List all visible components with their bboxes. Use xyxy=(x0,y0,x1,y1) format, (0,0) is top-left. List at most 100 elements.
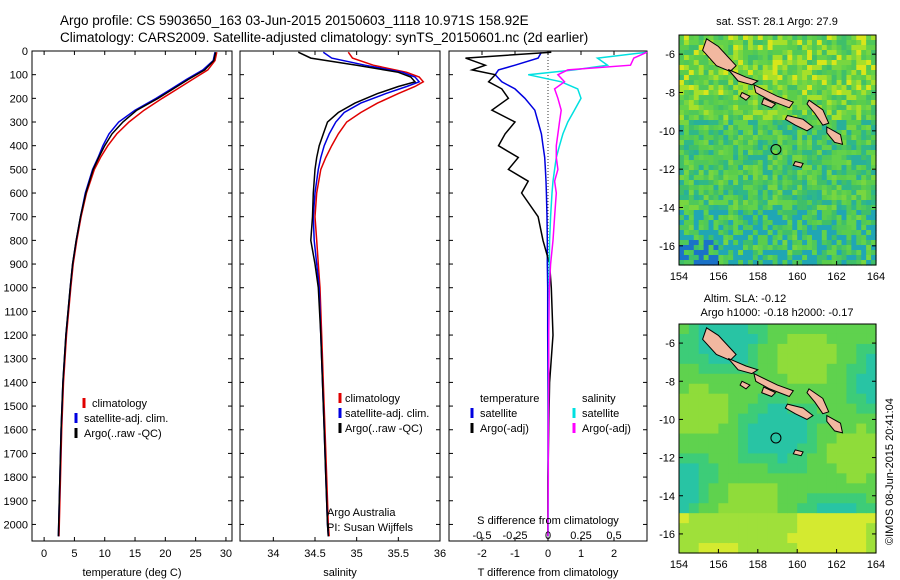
depth-tick-label: 2000 xyxy=(4,519,28,531)
heatmap-cell xyxy=(718,185,724,191)
heatmap-cell xyxy=(698,35,705,41)
heatmap-cell xyxy=(747,40,754,46)
lat-tick-label: -6 xyxy=(665,49,675,61)
heatmap-cell xyxy=(733,205,739,211)
heatmap-cell xyxy=(698,125,705,131)
heatmap-cell xyxy=(866,220,872,226)
heatmap-cell xyxy=(807,190,813,196)
heatmap-cell xyxy=(866,200,872,206)
heatmap-cell xyxy=(841,245,848,251)
heatmap-cell xyxy=(811,155,818,161)
heatmap-cell xyxy=(851,105,857,111)
heatmap-cell xyxy=(688,170,695,176)
heatmap-cell xyxy=(757,343,769,355)
heatmap-cell xyxy=(752,175,759,181)
heatmap-cell xyxy=(797,100,803,106)
heatmap-cell xyxy=(797,363,808,375)
heatmap-cell xyxy=(679,55,685,61)
heatmap-cell xyxy=(688,130,695,136)
heatmap-cell xyxy=(728,453,739,464)
temperature-panel: 0100200300400500600700800900100011001200… xyxy=(4,46,647,579)
heatmap-cell xyxy=(787,125,793,131)
legend-temperature-title: temperature xyxy=(480,393,539,405)
heatmap-cell xyxy=(811,185,818,191)
heatmap-cell xyxy=(688,523,700,534)
heatmap-cell xyxy=(728,483,739,494)
heatmap-cell xyxy=(688,75,695,81)
heatmap-cell xyxy=(841,115,848,121)
heatmap-cell xyxy=(826,343,838,355)
heatmap-cell xyxy=(767,55,774,61)
heatmap-cell xyxy=(841,100,848,106)
heatmap-cell xyxy=(708,215,715,221)
heatmap-cell xyxy=(679,80,685,86)
heatmap-cell xyxy=(821,50,828,56)
heatmap-cell xyxy=(797,483,808,494)
heatmap-cell xyxy=(728,45,734,51)
heatmap-cell xyxy=(747,185,754,191)
heatmap-cell xyxy=(826,533,838,544)
heatmap-cell xyxy=(738,250,744,256)
heatmap-cell xyxy=(718,473,729,484)
heatmap-cell xyxy=(826,503,838,514)
heatmap-cell xyxy=(826,230,833,236)
heatmap-cell xyxy=(846,35,852,41)
heatmap-cell xyxy=(772,85,779,91)
heatmap-cell xyxy=(797,185,803,191)
heatmap-cell xyxy=(841,75,848,81)
heatmap-cell xyxy=(816,513,828,524)
heatmap-cell xyxy=(836,543,848,554)
depth-tick-labels: 0100200300400500600700800900100011001200… xyxy=(4,46,647,531)
heatmap-cell xyxy=(733,210,739,216)
heatmap-cell xyxy=(738,80,744,86)
heatmap-cell xyxy=(782,180,788,186)
heatmap-cell xyxy=(802,170,808,176)
heatmap-cell xyxy=(831,170,838,176)
heatmap-cell xyxy=(747,260,754,266)
heatmap-cell xyxy=(718,205,724,211)
heatmap-cell xyxy=(821,255,828,261)
heatmap-cell xyxy=(767,453,779,464)
heatmap-cell xyxy=(738,190,744,196)
heatmap-cell xyxy=(782,175,788,181)
s-tick-label: 0 xyxy=(545,530,551,542)
heatmap-cell xyxy=(772,160,779,166)
heatmap-cell xyxy=(679,250,685,256)
heatmap-cell xyxy=(846,90,852,96)
heatmap-cell xyxy=(747,235,754,241)
heatmap-cell xyxy=(703,235,710,241)
heatmap-cell xyxy=(851,115,857,121)
heatmap-cell xyxy=(738,373,749,385)
heatmap-cell xyxy=(871,235,877,241)
heatmap-cell xyxy=(718,245,724,251)
heatmap-cell xyxy=(856,353,867,365)
heatmap-cell xyxy=(757,403,769,415)
heatmap-cell xyxy=(703,250,710,256)
heatmap-cell xyxy=(797,453,808,464)
heatmap-cell xyxy=(679,543,690,554)
heatmap-cell xyxy=(821,215,828,221)
heatmap-cell xyxy=(811,215,818,221)
heatmap-cell xyxy=(787,215,793,221)
heatmap-cell xyxy=(851,175,857,181)
heatmap-cell xyxy=(693,235,700,241)
heatmap-cell xyxy=(856,250,862,256)
heatmap-cell xyxy=(693,190,700,196)
heatmap-cell xyxy=(718,393,729,405)
depth-tick-label: 1000 xyxy=(4,283,28,295)
heatmap-cell xyxy=(738,50,744,56)
heatmap-cell xyxy=(811,260,818,266)
heatmap-cell xyxy=(787,393,798,405)
heatmap-cell xyxy=(787,80,793,86)
heatmap-cell xyxy=(782,65,788,71)
heatmap-cell xyxy=(777,220,784,226)
heatmap-cell xyxy=(821,250,828,256)
heatmap-cell xyxy=(826,240,833,246)
heatmap-cell xyxy=(713,110,719,116)
heatmap-cell xyxy=(856,175,862,181)
heatmap-cell xyxy=(733,55,739,61)
heatmap-cell xyxy=(728,125,734,131)
heatmap-cell xyxy=(757,543,769,554)
heatmap-cell xyxy=(826,543,838,554)
heatmap-cell xyxy=(723,45,729,51)
